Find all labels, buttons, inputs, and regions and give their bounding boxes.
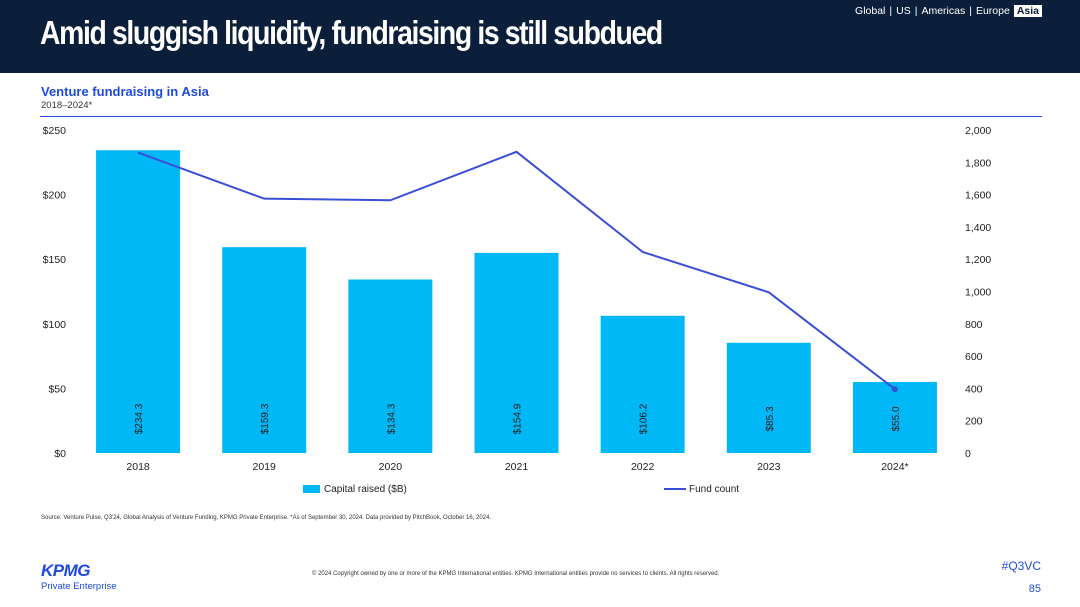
page-number: 85 bbox=[1028, 583, 1041, 595]
y-left-tick-label: $100 bbox=[43, 319, 67, 331]
bar-capital-raised bbox=[222, 247, 307, 453]
x-tick-label: 2024* bbox=[881, 461, 908, 473]
region-link-us[interactable]: US bbox=[896, 5, 911, 17]
y-left-tick-label: $50 bbox=[48, 383, 66, 395]
region-separator: | bbox=[889, 5, 893, 17]
logo-subtitle: Private Enterprise bbox=[41, 581, 117, 592]
logo-wordmark: KPMG bbox=[41, 561, 90, 580]
y-right-tick-label: 1,400 bbox=[965, 222, 991, 234]
bar-value-label: $85.3 bbox=[765, 406, 776, 431]
region-link-global[interactable]: Global bbox=[855, 5, 886, 17]
bar-value-label: $159.3 bbox=[260, 403, 271, 434]
copyright-notice: © 2024 Copyright owned by one or more of… bbox=[312, 571, 720, 577]
y-right-tick-label: 1,000 bbox=[965, 287, 991, 299]
y-right-tick-label: 1,600 bbox=[965, 190, 991, 202]
bar-capital-raised bbox=[600, 315, 685, 453]
bar-capital-raised bbox=[348, 279, 433, 453]
header-bar: Amid sluggish liquidity, fundraising is … bbox=[0, 0, 1080, 73]
y-left-tick-label: $0 bbox=[54, 448, 66, 460]
y-right-tick-label: 2,000 bbox=[965, 125, 991, 137]
region-link-americas[interactable]: Americas bbox=[921, 5, 966, 17]
legend-label-capital-raised: Capital raised ($B) bbox=[324, 484, 407, 495]
x-tick-label: 2018 bbox=[126, 461, 150, 473]
bar-capital-raised bbox=[96, 150, 181, 453]
line-fund-count bbox=[137, 150, 896, 391]
bar-value-label: $134.3 bbox=[386, 403, 397, 434]
x-tick-label: 2022 bbox=[631, 461, 655, 473]
y-left-tick-label: $200 bbox=[43, 190, 67, 202]
chart-subtitle: 2018–2024* bbox=[41, 100, 93, 111]
region-separator: | bbox=[914, 5, 918, 17]
y-right-tick-label: 400 bbox=[965, 383, 983, 395]
bar-capital-raised bbox=[474, 252, 559, 453]
bar-value-label: $106.2 bbox=[639, 403, 650, 434]
kpmg-logo: KPMG Private Enterprise bbox=[41, 562, 117, 592]
bar-value-label: $154.9 bbox=[513, 403, 524, 434]
region-link-europe[interactable]: Europe bbox=[975, 5, 1010, 17]
legend-swatch-capital-raised bbox=[303, 485, 320, 493]
region-separator: | bbox=[969, 5, 972, 17]
source-note: Source: Venture Pulse, Q3'24, Global Ana… bbox=[41, 515, 492, 521]
y-right-tick-label: 800 bbox=[965, 319, 983, 331]
y-left-tick-label: $150 bbox=[43, 254, 67, 266]
y-right-tick-label: 1,200 bbox=[965, 254, 991, 266]
line-point-fund-count bbox=[891, 386, 898, 393]
x-tick-label: 2019 bbox=[253, 461, 277, 473]
bar-value-label: $234.3 bbox=[134, 403, 145, 434]
x-tick-label: 2021 bbox=[505, 461, 529, 473]
y-right-tick-label: 1,800 bbox=[965, 157, 991, 169]
x-tick-label: 2023 bbox=[757, 461, 781, 473]
legend-label-fund-count: Fund count bbox=[689, 484, 739, 495]
bar-capital-raised bbox=[852, 381, 937, 453]
y-right-tick-label: 200 bbox=[965, 416, 983, 428]
y-right-tick-label: 0 bbox=[965, 448, 971, 460]
page-title: Amid sluggish liquidity, fundraising is … bbox=[40, 14, 663, 51]
x-tick-label: 2020 bbox=[379, 461, 403, 473]
bar-capital-raised bbox=[726, 342, 811, 453]
y-left-tick-label: $250 bbox=[43, 125, 67, 137]
region-nav: Global | US | Americas | Europe Asia bbox=[855, 5, 1042, 17]
chart-title: Venture fundraising in Asia bbox=[41, 84, 209, 99]
bar-value-label: $55.0 bbox=[891, 406, 902, 431]
hashtag: #Q3VC bbox=[1001, 559, 1041, 573]
title-divider bbox=[40, 116, 1042, 117]
y-right-tick-label: 600 bbox=[965, 351, 983, 363]
region-link-asia-active[interactable]: Asia bbox=[1013, 5, 1042, 17]
